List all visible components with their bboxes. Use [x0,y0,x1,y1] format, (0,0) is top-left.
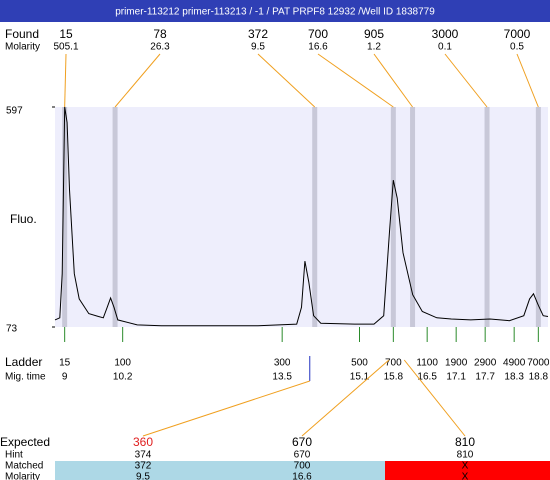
molarity-label: Molarity [5,42,40,53]
ladder-time: 18.8 [529,372,549,383]
hint-value: 374 [135,450,152,461]
peak-band [484,107,490,327]
ladder-size: 2900 [474,358,497,369]
ladder-size: 300 [274,358,291,369]
hint-value: 670 [294,450,311,461]
y-tick-label: 597 [6,106,23,117]
ladder-time: 17.7 [475,372,495,383]
found-molarity: 9.5 [251,42,265,53]
expected-connector [403,359,466,437]
ladder-label: Ladder [5,355,42,369]
peak-band [390,107,396,327]
peak-connector [317,53,394,108]
hint-label: Hint [5,450,23,461]
ladder-size: 4900 [503,358,526,369]
peak-band [112,107,118,327]
found-size: 3000 [432,27,459,41]
matched-value: 372 [135,461,152,472]
expected-connector [301,359,390,437]
found-size: 372 [248,27,268,41]
matched-value: X [462,461,469,472]
ladder-size: 500 [351,358,368,369]
found-molarity: 16.6 [308,42,328,53]
expected-value: 670 [292,435,312,449]
ladder-time: 15.8 [384,372,404,383]
found-size: 7000 [504,27,531,41]
ladder-size: 1900 [445,358,468,369]
found-molarity: 0.1 [438,42,452,53]
matched-ok-band [55,461,385,480]
found-size: 700 [308,27,328,41]
ladder-size: 15 [59,358,71,369]
found-molarity: 1.2 [367,42,381,53]
ladder-time: 13.5 [272,372,292,383]
ladder-time: 16.5 [417,372,437,383]
peak-connector [373,53,413,108]
y-axis-label: Fluo. [10,212,37,226]
ladder-size: 700 [385,358,402,369]
found-molarity: 26.3 [150,42,170,53]
plot-area [55,107,548,327]
header-title: primer-113212 primer-113213 / -1 / PAT P… [115,7,435,18]
peak-band [62,107,68,327]
expected-connector [142,380,310,437]
ladder-time: 18.3 [504,372,524,383]
peak-connector [516,53,539,108]
header-bar [0,0,550,22]
expected-value: 360 [133,435,153,449]
expected-label: Expected [0,435,50,449]
peak-connector [114,53,161,108]
y-tick-label: 73 [6,324,18,335]
found-molarity: 505.1 [53,42,78,53]
exp-molarity-label: Molarity [5,472,40,480]
ladder-time: 15.1 [350,372,370,383]
ladder-size: 100 [114,358,131,369]
peak-connector [257,53,316,108]
hint-value: 810 [457,450,474,461]
matched-fail-band [385,461,550,480]
ladder-size: 1100 [416,358,438,369]
found-size: 15 [59,27,73,41]
ladder-time: 10.2 [113,372,133,383]
found-size: 905 [364,27,384,41]
ladder-time: 9 [62,372,68,383]
peak-connector [444,53,488,108]
peak-band [410,107,416,327]
matched-molarity: 9.5 [136,472,150,480]
trace [54,106,549,327]
mig-time-label: Mig. time [5,372,46,383]
peak-connector [64,53,67,108]
expected-value: 810 [455,435,475,449]
matched-molarity: X [462,472,469,480]
found-label: Found [5,27,39,41]
ladder-time: 17.1 [446,372,466,383]
peak-band [312,107,318,327]
matched-molarity: 16.6 [292,472,312,480]
matched-value: 700 [294,461,311,472]
found-size: 78 [153,27,167,41]
peak-band [535,107,541,327]
matched-label: Matched [5,461,43,472]
ladder-size: 7000 [527,358,550,369]
found-molarity: 0.5 [510,42,524,53]
